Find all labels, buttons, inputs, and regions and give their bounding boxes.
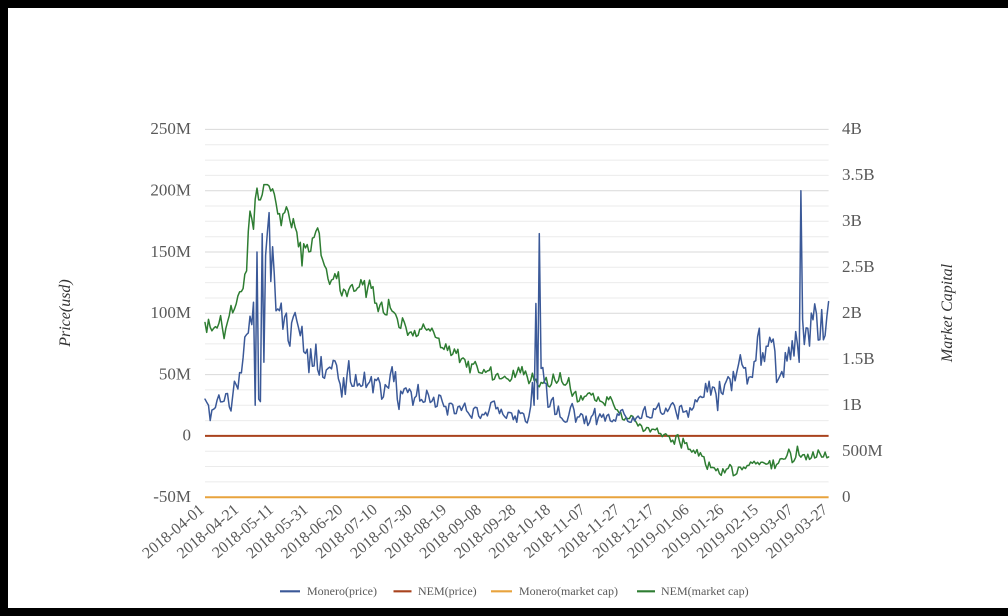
svg-text:-50M: -50M <box>153 487 191 506</box>
svg-text:1.5B: 1.5B <box>842 349 875 368</box>
svg-text:150M: 150M <box>150 242 191 261</box>
svg-text:0: 0 <box>183 426 192 445</box>
svg-text:Monero(price): Monero(price) <box>307 584 377 598</box>
svg-text:250M: 250M <box>150 119 191 138</box>
svg-text:200M: 200M <box>150 181 191 200</box>
svg-text:NEM(price): NEM(price) <box>418 584 477 598</box>
svg-text:2B: 2B <box>842 303 862 322</box>
svg-text:4B: 4B <box>842 119 862 138</box>
svg-text:NEM(market cap): NEM(market cap) <box>661 584 749 598</box>
svg-text:500M: 500M <box>842 441 883 460</box>
svg-text:2.5B: 2.5B <box>842 257 875 276</box>
svg-text:3B: 3B <box>842 211 862 230</box>
svg-text:3.5B: 3.5B <box>842 165 875 184</box>
svg-text:Price(usd): Price(usd) <box>57 279 74 348</box>
svg-text:Monero(market cap): Monero(market cap) <box>519 584 618 598</box>
svg-text:Market Capital: Market Capital <box>939 263 956 363</box>
svg-text:1B: 1B <box>842 395 862 414</box>
svg-text:0: 0 <box>842 487 851 506</box>
svg-text:100M: 100M <box>150 303 191 322</box>
svg-text:50M: 50M <box>159 364 191 383</box>
